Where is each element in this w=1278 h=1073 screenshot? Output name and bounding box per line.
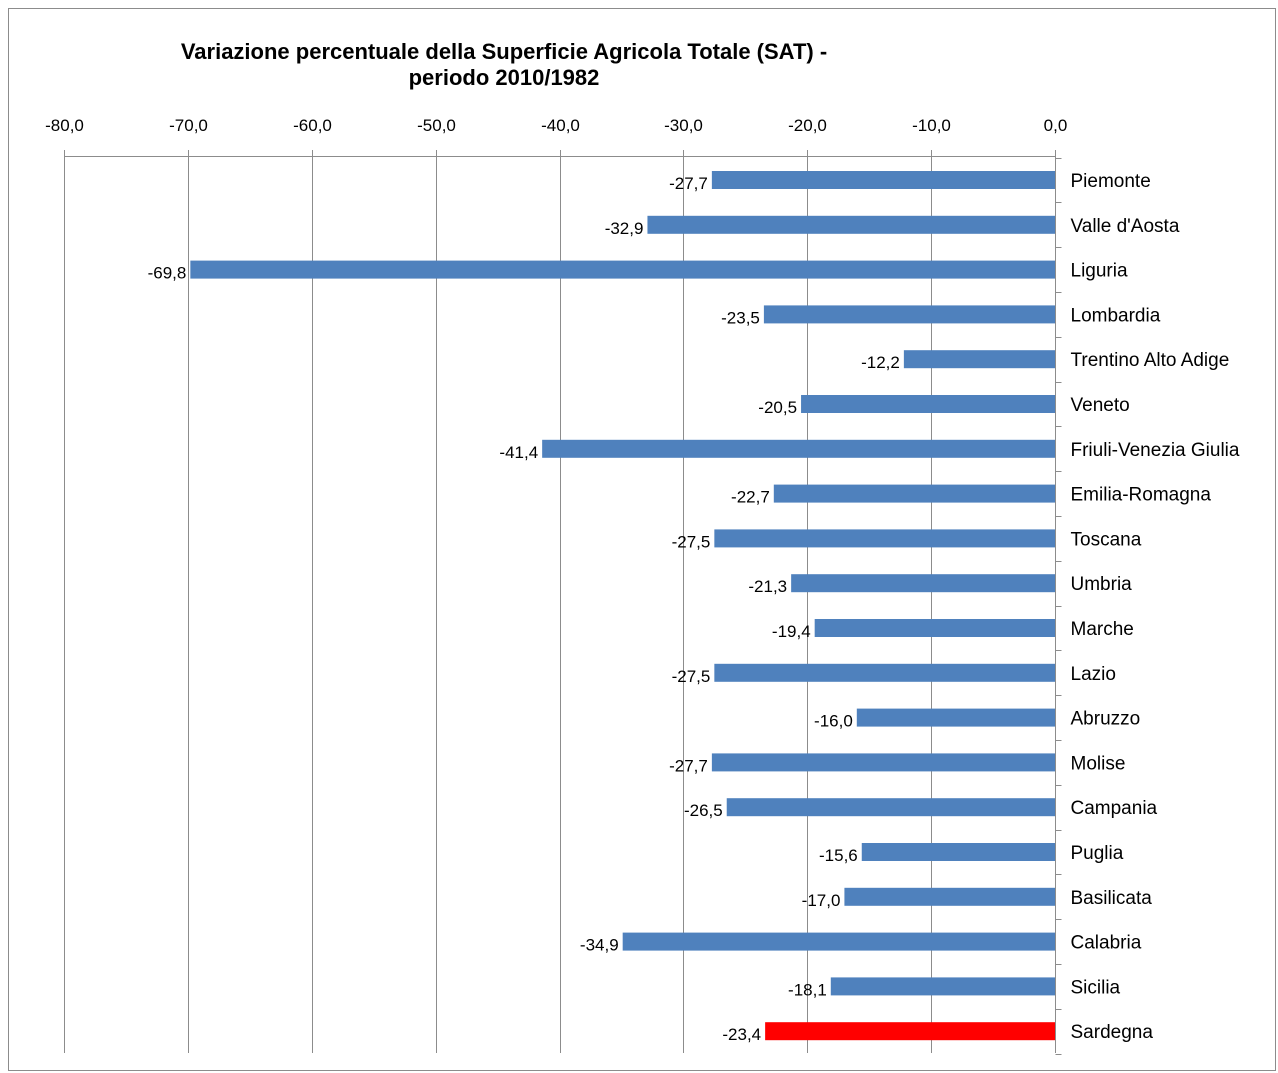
bar-lombardia [763, 305, 1055, 324]
category-label: Valle d'Aosta [1071, 216, 1180, 237]
category-label: Sicilia [1071, 977, 1121, 998]
bar-sardegna [765, 1022, 1055, 1041]
bar-molise [711, 753, 1055, 772]
x-tick-label: 0,0 [1044, 116, 1068, 135]
category-label: Molise [1071, 753, 1126, 774]
chart-frame: Variazione percentuale della Superficie … [8, 8, 1276, 1071]
data-label: -17,0 [802, 891, 841, 910]
data-label: -23,4 [722, 1025, 761, 1044]
data-label: -12,2 [861, 353, 900, 372]
data-label: -18,1 [788, 980, 827, 999]
category-label: Abruzzo [1071, 709, 1141, 730]
category-label: Calabria [1071, 933, 1142, 954]
data-label: -20,5 [758, 398, 797, 417]
bar-trentino-alto-adige [903, 350, 1055, 369]
bar-toscana [714, 529, 1055, 548]
x-tick-label: -80,0 [45, 116, 84, 135]
category-label: Liguria [1071, 261, 1128, 282]
category-label: Campania [1071, 798, 1158, 819]
bar-puglia [861, 843, 1055, 861]
category-label: Puglia [1071, 843, 1124, 864]
category-label: Veneto [1071, 395, 1130, 416]
bar-emilia-romagna [773, 484, 1055, 503]
category-label: Basilicata [1071, 888, 1153, 909]
category-label: Emilia-Romagna [1071, 485, 1212, 506]
x-tick-label: -70,0 [169, 116, 208, 135]
bar-campania [726, 798, 1055, 817]
x-tick-label: -30,0 [664, 116, 703, 135]
data-label: -32,9 [605, 219, 644, 238]
data-label: -16,0 [814, 712, 853, 731]
data-label: -27,7 [669, 174, 708, 193]
data-label: -41,4 [499, 443, 538, 462]
bar-veneto [801, 395, 1055, 413]
bar-friuli-venezia-giulia [542, 439, 1055, 458]
category-label: Piemonte [1071, 171, 1151, 192]
category-label: Umbria [1071, 574, 1133, 595]
bar-liguria [190, 260, 1056, 279]
x-tick-label: -50,0 [417, 116, 456, 135]
bar-piemonte [711, 171, 1055, 189]
bar-valle-d-aosta [647, 215, 1055, 234]
data-label: -34,9 [580, 936, 619, 955]
data-label: -27,5 [672, 532, 711, 551]
data-label: -27,5 [672, 667, 711, 686]
x-tick-label: -60,0 [293, 116, 332, 135]
category-label: Lazio [1071, 664, 1116, 685]
x-tick-label: -40,0 [541, 116, 580, 135]
x-tick-label: -10,0 [912, 116, 951, 135]
category-label: Marche [1071, 619, 1134, 640]
bar-calabria [622, 932, 1055, 951]
category-label: Trentino Alto Adige [1071, 350, 1230, 371]
data-label: -19,4 [772, 622, 811, 641]
bar-basilicata [844, 887, 1055, 906]
data-label: -26,5 [684, 801, 723, 820]
bar-sicilia [830, 977, 1055, 996]
data-label: -21,3 [748, 577, 787, 596]
bar-abruzzo [856, 708, 1055, 727]
category-label: Friuli-Venezia Giulia [1071, 440, 1240, 461]
data-label: -27,7 [669, 756, 708, 775]
chart-title-line-2: periodo 2010/1982 [408, 65, 600, 90]
bar-lazio [714, 663, 1055, 682]
category-label: Sardegna [1071, 1022, 1154, 1043]
bar-umbria [791, 574, 1055, 593]
category-label: Lombardia [1071, 305, 1161, 326]
chart-title-line-1: Variazione percentuale della Superficie … [180, 39, 828, 64]
category-label: Toscana [1071, 529, 1142, 550]
data-label: -69,8 [148, 264, 187, 283]
chart-title: Variazione percentuale della Superficie … [9, 39, 999, 91]
data-label: -15,6 [819, 846, 858, 865]
data-label: -22,7 [731, 488, 770, 507]
x-tick-label: -20,0 [788, 116, 827, 135]
bar-marche [814, 619, 1055, 637]
data-label: -23,5 [721, 308, 760, 327]
